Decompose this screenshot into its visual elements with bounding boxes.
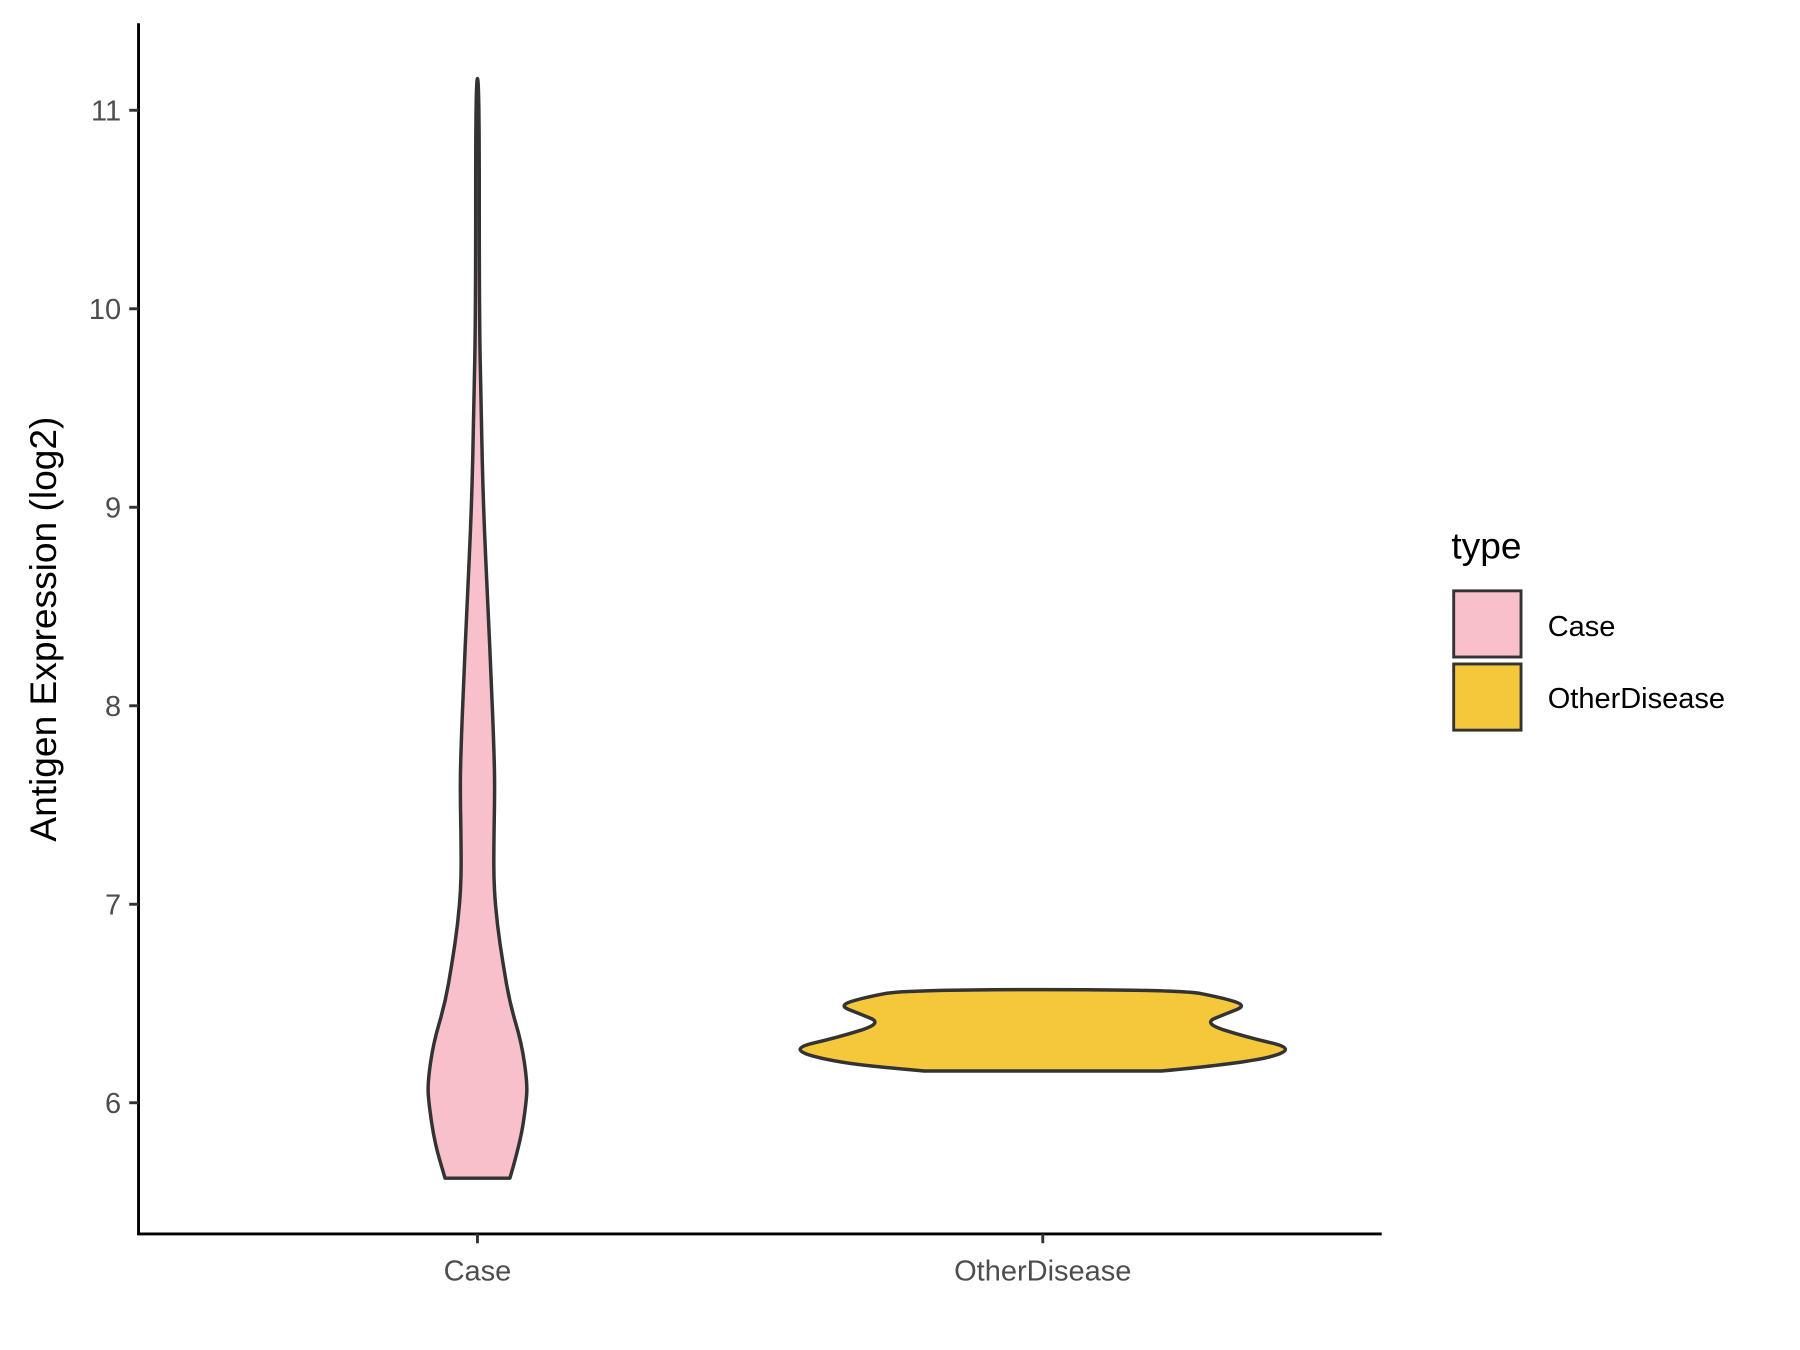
legend-label-otherdisease: OtherDisease <box>1548 683 1725 715</box>
legend-key-case <box>1452 589 1523 659</box>
violin-otherdisease <box>798 987 1288 1073</box>
y-tick-label: 9 <box>105 493 121 525</box>
legend: type Case OtherDisease <box>1451 524 1725 732</box>
y-axis-title: Antigen Expression (log2) <box>22 417 64 842</box>
y-tick-label: 10 <box>89 294 121 326</box>
plot-area <box>426 76 1288 1180</box>
violin-case <box>426 76 529 1180</box>
x-tick-label: Case <box>444 1255 512 1287</box>
legend-label-case: Case <box>1548 611 1616 643</box>
legend-title: type <box>1451 524 1521 566</box>
y-tick-label: 8 <box>105 691 121 723</box>
y-tick-label: 6 <box>105 1088 121 1120</box>
legend-key-otherdisease <box>1452 662 1523 732</box>
y-tick-label: 7 <box>105 890 121 922</box>
y-tick-label: 11 <box>91 96 121 128</box>
x-tick-label: OtherDisease <box>954 1255 1131 1287</box>
